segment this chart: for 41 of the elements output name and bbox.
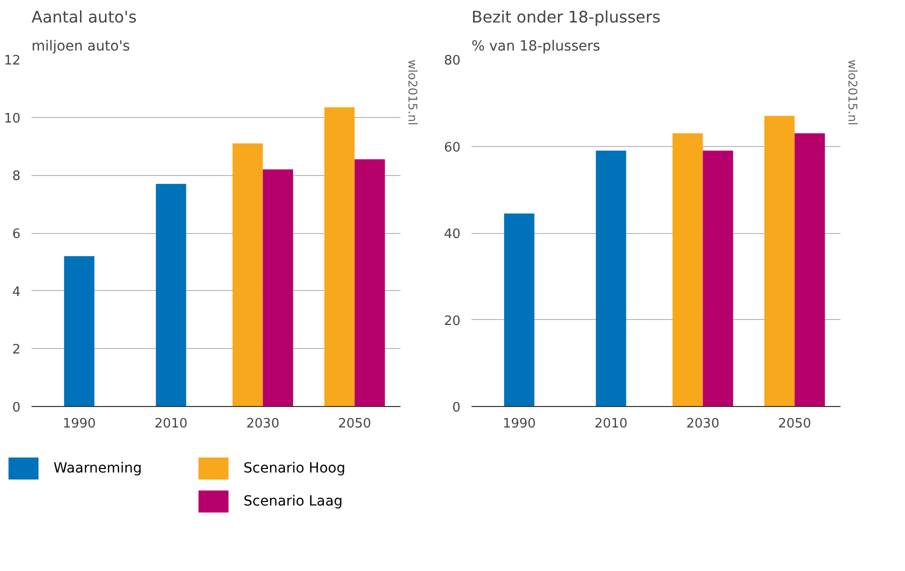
chart-title: Aantal auto's: [32, 8, 137, 26]
bar: [596, 150, 626, 406]
bar: [702, 150, 734, 406]
legend-label: Scenario Laag: [244, 494, 343, 510]
y-tick-label: 0: [452, 400, 461, 416]
y-tick-label: 80: [444, 54, 461, 68]
bar: [764, 116, 795, 406]
x-tick-label: 2030: [246, 416, 280, 432]
bar: [354, 159, 385, 406]
y-tick-label: 6: [12, 227, 21, 242]
x-tick-label: 2050: [778, 416, 812, 432]
legend-label: Waarneming: [54, 460, 142, 476]
bar: [156, 184, 186, 406]
bar: [672, 133, 703, 406]
y-tick-label: 60: [444, 140, 461, 156]
bar: [232, 143, 263, 406]
y-tick-label: 4: [12, 284, 21, 300]
x-tick-label: 2030: [686, 416, 720, 432]
y-tick-label: 12: [4, 54, 21, 68]
bar: [64, 256, 94, 406]
bar: [324, 107, 355, 406]
legend-label: Scenario Hoog: [244, 460, 346, 476]
y-tick-label: 10: [4, 111, 21, 126]
text: wlo2015.nl: [846, 60, 860, 126]
x-tick-label: 1990: [62, 416, 96, 432]
bar: [262, 169, 294, 406]
bar: [504, 213, 534, 406]
y-tick-label: 40: [444, 227, 461, 242]
bar: [794, 133, 825, 406]
chart-title: Bezit onder 18-plussers: [472, 8, 660, 26]
text: wlo2015.nl: [406, 60, 420, 126]
y-tick-label: 2: [12, 342, 21, 358]
y-tick-label: 20: [444, 314, 461, 329]
x-tick-label: 1990: [502, 416, 536, 432]
x-tick-label: 2010: [154, 416, 188, 432]
y-axis-title: miljoen auto's: [32, 38, 130, 54]
x-tick-label: 2050: [338, 416, 372, 432]
y-axis-title: % van 18-plussers: [472, 38, 600, 54]
x-tick-label: 2010: [594, 416, 628, 432]
y-tick-label: 0: [12, 400, 21, 416]
y-tick-label: 8: [12, 169, 21, 184]
